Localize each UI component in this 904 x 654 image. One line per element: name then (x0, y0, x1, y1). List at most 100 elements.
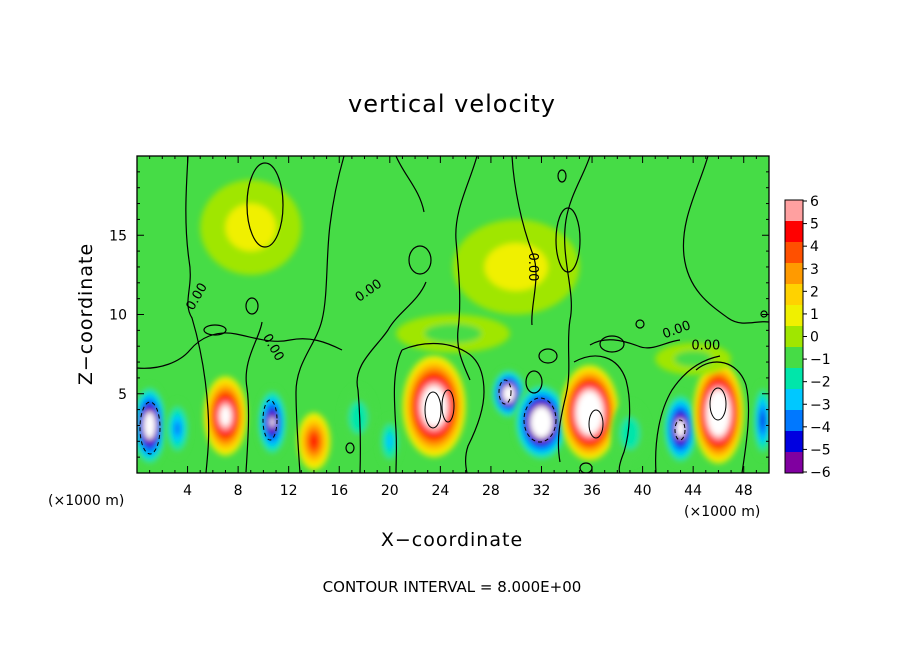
y-tick-label: 10 (109, 308, 127, 324)
contour-line (557, 169, 567, 183)
contour-line (245, 297, 259, 315)
velocity-cell (560, 365, 619, 461)
velocity-cell (611, 401, 649, 466)
contour-line (356, 281, 427, 473)
colorbar-swatch (785, 305, 803, 327)
x-tick-label: 4 (183, 483, 192, 499)
contour-line (538, 348, 558, 364)
colorbar-swatch (785, 410, 803, 432)
velocity-cell (164, 400, 191, 458)
velocity-cell (453, 219, 580, 315)
contour-line (441, 389, 455, 423)
y-tick-label: 15 (109, 228, 127, 244)
colorbar-label: 5 (810, 217, 819, 233)
contour-line (246, 162, 284, 248)
x-tick-label: 16 (330, 483, 348, 499)
colorbar-label: −1 (810, 352, 831, 368)
colorbar: 6 5 4 3 2 1 0 −1 −2 −3 −4 −5 −6 (784, 194, 831, 481)
colorbar-swatch (785, 242, 803, 264)
x-tick-label: 28 (482, 483, 500, 499)
x-unit-label-right: (×1000 m) (684, 504, 760, 520)
x-tick-label: 24 (431, 483, 449, 499)
velocity-cell (655, 343, 732, 375)
velocity-cell (396, 314, 510, 353)
velocity-cell (297, 412, 331, 470)
velocity-level (386, 432, 394, 450)
contour-line-negative (498, 379, 512, 405)
velocity-cell (693, 362, 744, 464)
y-axis-label: Z−coordinate (75, 243, 97, 385)
chart-title: vertical velocity (348, 90, 556, 118)
colorbar-swatch (785, 368, 803, 390)
colorbar-label: 6 (810, 194, 819, 210)
colorbar-label: 0 (810, 330, 819, 346)
contour-lines (137, 156, 769, 473)
x-tick-label: 44 (684, 483, 702, 499)
velocity-level (147, 420, 152, 431)
contour-line (525, 370, 543, 394)
velocity-cell (513, 382, 570, 462)
x-unit-label-left: (×1000 m) (48, 493, 124, 509)
colorbar-label: 1 (810, 307, 819, 323)
colorbar-swatch (785, 431, 803, 453)
colorbar-swatch (785, 200, 803, 222)
contour-line (695, 361, 750, 473)
colorbar-label: −5 (810, 442, 831, 458)
colorbar-label: −4 (810, 420, 831, 436)
velocity-level (716, 408, 721, 418)
velocity-cell (402, 355, 466, 458)
contour-line (408, 245, 432, 275)
velocity-level (222, 410, 229, 421)
velocity-level (760, 413, 765, 429)
contour-line (137, 332, 343, 369)
contour-line (588, 409, 604, 439)
contour-label: 0.00 (691, 338, 720, 353)
x-tick-label: 32 (533, 483, 551, 499)
contour-line (599, 335, 625, 353)
y-tick-label: 5 (118, 387, 127, 403)
contour-line (655, 355, 721, 473)
x-tick-label: 40 (634, 483, 652, 499)
contour-line (455, 156, 478, 381)
velocity-cell (203, 376, 247, 456)
colorbar-swatch (785, 389, 803, 411)
velocity-cell (490, 368, 527, 420)
x-tick-label: 12 (280, 483, 298, 499)
plot-area: 0.00 0.000.000.000.000.00 (137, 156, 769, 473)
colorbar-label: 2 (810, 284, 819, 300)
contour-line (424, 391, 442, 429)
colorbar-swatch (785, 284, 803, 306)
velocity-cell (200, 179, 302, 275)
contour-label: 0.00 (525, 252, 540, 281)
contour-line (393, 349, 403, 473)
velocity-level (349, 401, 368, 434)
velocity-cell (257, 387, 288, 458)
x-tick-label: 8 (234, 483, 243, 499)
colorbar-swatch (785, 347, 803, 369)
contour-interval-label: CONTOUR INTERVAL = 8.000E+00 (323, 578, 582, 596)
colorbar-swatch (785, 221, 803, 243)
contour-line (185, 156, 210, 473)
velocity-cell (662, 392, 699, 466)
velocity-level (538, 418, 545, 427)
x-tick-label: 36 (583, 483, 601, 499)
velocity-level (430, 401, 438, 412)
velocity-level (484, 243, 548, 291)
colorbar-label: −2 (810, 375, 831, 391)
velocity-level (270, 417, 275, 428)
velocity-level (310, 435, 318, 448)
velocity-level (620, 417, 640, 450)
velocity-level (674, 350, 713, 367)
contour-line (589, 339, 681, 349)
contour-line (203, 324, 227, 336)
contour-line (557, 156, 591, 463)
contour-line (682, 156, 769, 324)
colorbar-swatch (785, 263, 803, 285)
velocity-level (174, 421, 181, 436)
contour-line (395, 156, 425, 213)
colorbar-label: 4 (810, 239, 819, 255)
colorbar-swatch (785, 452, 803, 474)
velocity-cell (378, 415, 402, 467)
velocity-level (506, 390, 511, 397)
